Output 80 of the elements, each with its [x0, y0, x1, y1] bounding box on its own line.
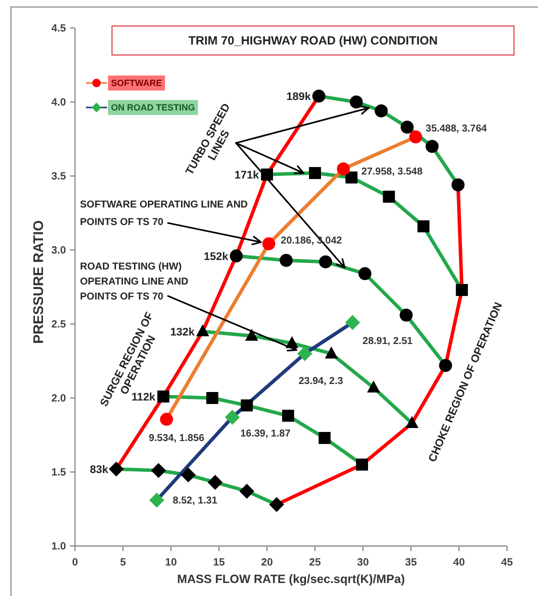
x-axis-title: MASS FLOW RATE (kg/sec.sqrt(K)/MPa) [177, 572, 405, 586]
y-tick-label: 3.5 [51, 170, 66, 183]
data-label: 35.488, 3.764 [426, 123, 488, 134]
y-tick-label: 3.0 [51, 244, 66, 257]
annotation: SOFTWARE OPERATING LINE AND POINTS OF TS 70 [80, 200, 248, 228]
point [157, 390, 170, 403]
y-tick-label: 1.5 [51, 466, 66, 479]
point [297, 346, 312, 362]
point [239, 484, 254, 499]
point [160, 412, 174, 426]
point [345, 171, 358, 184]
x-tick-label: 0 [72, 556, 78, 569]
point [309, 167, 321, 180]
legend-label: SOFTWARE [111, 78, 162, 88]
point [280, 254, 293, 267]
point [367, 380, 380, 393]
point [358, 267, 372, 280]
x-tick-label: 10 [165, 556, 177, 569]
point [409, 130, 422, 144]
point [405, 416, 418, 428]
point [149, 492, 164, 508]
point [374, 104, 388, 118]
annotation: ROAD TESTING (HW) OPERATING LINE AND POINTS OF TS 70 [80, 262, 188, 302]
x-tick-label: 20 [261, 556, 273, 569]
point [224, 410, 240, 425]
y-axis-title: PRESSURE RATIO [30, 220, 46, 344]
y-tick-label: 2.0 [51, 392, 66, 405]
point [319, 255, 332, 268]
point [324, 346, 338, 358]
point [345, 315, 360, 330]
annotation: 132k [170, 326, 196, 338]
y-tick-label: 4.5 [51, 22, 66, 35]
x-tick-label: 40 [453, 556, 465, 569]
point [456, 284, 468, 296]
point [400, 308, 413, 322]
point [262, 237, 276, 250]
annotation: 112k [131, 391, 156, 404]
point [282, 410, 294, 422]
data-label: 28.91, 2.51 [362, 336, 414, 348]
point [452, 178, 465, 192]
point [382, 190, 395, 203]
point [350, 96, 363, 108]
x-tick-label: 35 [405, 556, 417, 569]
point [196, 324, 210, 336]
point [336, 162, 350, 176]
point [245, 328, 258, 341]
x-tick-label: 30 [357, 556, 369, 569]
data-label: 23.94, 2.3 [298, 376, 344, 388]
y-tick-label: 1.0 [51, 540, 66, 553]
x-tick-label: 5 [120, 556, 126, 569]
y-tick-label: 2.5 [51, 318, 66, 331]
point [180, 467, 196, 482]
point [269, 497, 284, 512]
annotation: 83k [90, 464, 110, 476]
point [426, 140, 439, 153]
annotation: 189k [286, 90, 312, 103]
point [312, 90, 326, 103]
data-label: 16.39, 1.87 [240, 428, 291, 440]
data-label: 9.534, 1.856 [148, 432, 205, 444]
point [208, 474, 223, 490]
data-label: 8.52, 1.31 [172, 496, 218, 507]
annotation: 171k [234, 169, 260, 182]
y-tick-label: 4.0 [51, 96, 66, 109]
point [230, 249, 243, 262]
point [108, 462, 124, 477]
data-label: 27.958, 3.548 [361, 166, 423, 178]
legend-label: ON ROAD TESTING [111, 102, 196, 113]
text: TRIM 70_HIGHWAY ROAD (HW) CONDITION [188, 34, 438, 48]
point [151, 463, 166, 478]
point [318, 432, 331, 444]
point [206, 392, 218, 404]
annotation: 152k [204, 250, 230, 263]
x-tick-label: 25 [309, 556, 321, 569]
point [400, 120, 414, 134]
point [417, 220, 430, 232]
point [439, 358, 452, 372]
x-tick-label: 45 [501, 556, 513, 569]
point [240, 399, 253, 412]
point [356, 458, 368, 471]
x-tick-label: 15 [213, 556, 225, 569]
